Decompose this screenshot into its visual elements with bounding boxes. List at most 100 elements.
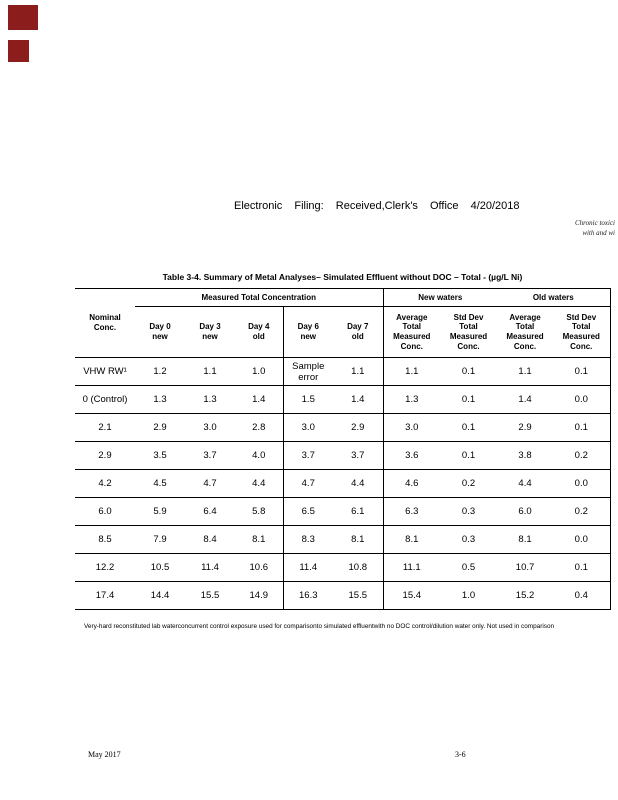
row-label-cell: 2.9 — [75, 441, 135, 470]
value-cell: 11.4 — [185, 553, 235, 582]
value-cell: 0.0 — [553, 525, 611, 554]
value-cell: 6.5 — [283, 497, 333, 526]
table-row: 4.2 4.5 4.7 4.4 4.7 4.4 4.6 0.2 4.4 0.0 — [75, 469, 611, 498]
value-cell: 15.5 — [333, 581, 384, 610]
value-cell: 3.7 — [185, 441, 235, 470]
column-header-day3: Day 3 new — [185, 306, 235, 358]
value-cell: 6.4 — [185, 497, 235, 526]
table-body: VHW RW¹ 1.2 1.1 1.0 Sample error 1.1 1.1 0.1 1.1… — [75, 357, 611, 610]
value-cell: 1.1 — [185, 357, 235, 386]
value-cell: 10.6 — [235, 553, 284, 582]
value-cell: 0.2 — [553, 441, 611, 470]
column-header-new-std: Std Dev Total Measured Conc. — [440, 306, 498, 358]
value-cell: 0.4 — [553, 581, 611, 610]
value-cell: 0.3 — [440, 497, 498, 526]
column-header-nominal: Nominal Conc. — [75, 288, 135, 358]
value-cell: 0.2 — [553, 497, 611, 526]
value-cell: 4.5 — [135, 469, 185, 498]
value-cell: 8.4 — [185, 525, 235, 554]
table-row: 12.2 10.5 11.4 10.6 11.4 10.8 11.1 0.5 10.7 0.1 — [75, 553, 611, 582]
value-cell: 0.0 — [553, 469, 611, 498]
row-label-cell: 6.0 — [75, 497, 135, 526]
value-cell: 4.7 — [283, 469, 333, 498]
value-cell: 0.1 — [440, 441, 498, 470]
value-cell: 0.5 — [440, 553, 498, 582]
column-header-day6: Day 6 new — [283, 306, 333, 358]
value-cell: 1.0 — [235, 357, 284, 386]
row-label-cell: 4.2 — [75, 469, 135, 498]
column-header-old-avg: Average Total Measured Conc. — [497, 306, 554, 358]
value-cell: 8.1 — [235, 525, 284, 554]
value-cell: 15.2 — [497, 581, 554, 610]
filing-header-text: Electronic Filing: Received,Clerk's Offi… — [234, 200, 520, 212]
value-cell: 0.1 — [440, 357, 498, 386]
row-label-cell: 0 (Control) — [75, 385, 135, 414]
margin-note-line-2: with and wi — [582, 229, 615, 237]
value-cell: 4.6 — [382, 469, 441, 498]
value-cell: 0.1 — [440, 385, 498, 414]
value-cell: 0.0 — [553, 385, 611, 414]
value-cell: 4.0 — [235, 441, 284, 470]
value-cell: 8.1 — [333, 525, 384, 554]
value-cell: 3.7 — [333, 441, 384, 470]
value-cell: 4.7 — [185, 469, 235, 498]
value-cell: 10.5 — [135, 553, 185, 582]
red-stamp-icon — [8, 5, 38, 30]
row-label-cell: 17.4 — [75, 581, 135, 610]
value-cell: 2.9 — [497, 413, 554, 442]
value-cell: 3.6 — [382, 441, 441, 470]
value-cell: 3.0 — [185, 413, 235, 442]
value-cell: 5.9 — [135, 497, 185, 526]
value-cell: 0.1 — [553, 413, 611, 442]
value-cell: 7.9 — [135, 525, 185, 554]
value-cell: 14.4 — [135, 581, 185, 610]
value-cell: 1.0 — [440, 581, 498, 610]
value-cell: 8.3 — [283, 525, 333, 554]
margin-note-line-1: Chronic toxici — [575, 219, 615, 227]
row-label-cell: VHW RW¹ — [75, 357, 135, 386]
column-header-old-std: Std Dev Total Measured Conc. — [553, 306, 611, 358]
value-cell: 3.7 — [283, 441, 333, 470]
value-cell: 2.8 — [235, 413, 284, 442]
column-header-day7: Day 7 old — [333, 306, 384, 358]
value-cell: 16.3 — [283, 581, 333, 610]
value-cell: 15.5 — [185, 581, 235, 610]
group-header-measured: Measured Total Concentration — [135, 288, 384, 307]
value-cell: 0.1 — [553, 553, 611, 582]
table-row: 6.0 5.9 6.4 5.8 6.5 6.1 6.3 0.3 6.0 0.2 — [75, 497, 611, 526]
group-header-new-waters: New waters — [382, 288, 498, 307]
value-cell: 4.4 — [497, 469, 554, 498]
value-cell: 3.0 — [283, 413, 333, 442]
value-cell: 1.3 — [382, 385, 441, 414]
column-header-row: Day 0 new Day 3 new Day 4 old Day 6 new … — [75, 306, 611, 358]
value-cell: 5.8 — [235, 497, 284, 526]
row-label-cell: 12.2 — [75, 553, 135, 582]
value-cell: 8.1 — [497, 525, 554, 554]
value-cell: 0.1 — [440, 413, 498, 442]
value-cell: 0.1 — [553, 357, 611, 386]
value-cell: 1.1 — [382, 357, 441, 386]
value-cell: 11.4 — [283, 553, 333, 582]
red-stamp-icon — [8, 40, 29, 62]
table-row: 17.4 14.4 15.5 14.9 16.3 15.5 15.4 1.0 15.2 0.4 — [75, 581, 611, 610]
value-cell: 3.0 — [382, 413, 441, 442]
value-cell: 1.5 — [283, 385, 333, 414]
value-cell: 11.1 — [382, 553, 441, 582]
value-cell: 3.5 — [135, 441, 185, 470]
value-cell: 0.3 — [440, 525, 498, 554]
value-cell: 14.9 — [235, 581, 284, 610]
column-header-day0: Day 0 new — [135, 306, 185, 358]
table-title: Table 3-4. Summary of Metal Analyses– Si… — [162, 272, 523, 282]
column-header-day4: Day 4 old — [235, 306, 284, 358]
group-header-old-waters: Old waters — [497, 288, 611, 307]
table-row: 2.9 3.5 3.7 4.0 3.7 3.7 3.6 0.1 3.8 0.2 — [75, 441, 611, 470]
value-cell: 1.4 — [497, 385, 554, 414]
value-cell: 3.8 — [497, 441, 554, 470]
value-cell: 2.9 — [333, 413, 384, 442]
value-cell: 15.4 — [382, 581, 441, 610]
metal-analyses-table: Nominal Conc. Measured Total Concentrati… — [75, 288, 611, 610]
group-header-row: Nominal Conc. Measured Total Concentrati… — [75, 288, 611, 358]
column-header-new-avg: Average Total Measured Conc. — [382, 306, 441, 358]
margin-note: Chronic toxici with and wi — [575, 218, 615, 238]
